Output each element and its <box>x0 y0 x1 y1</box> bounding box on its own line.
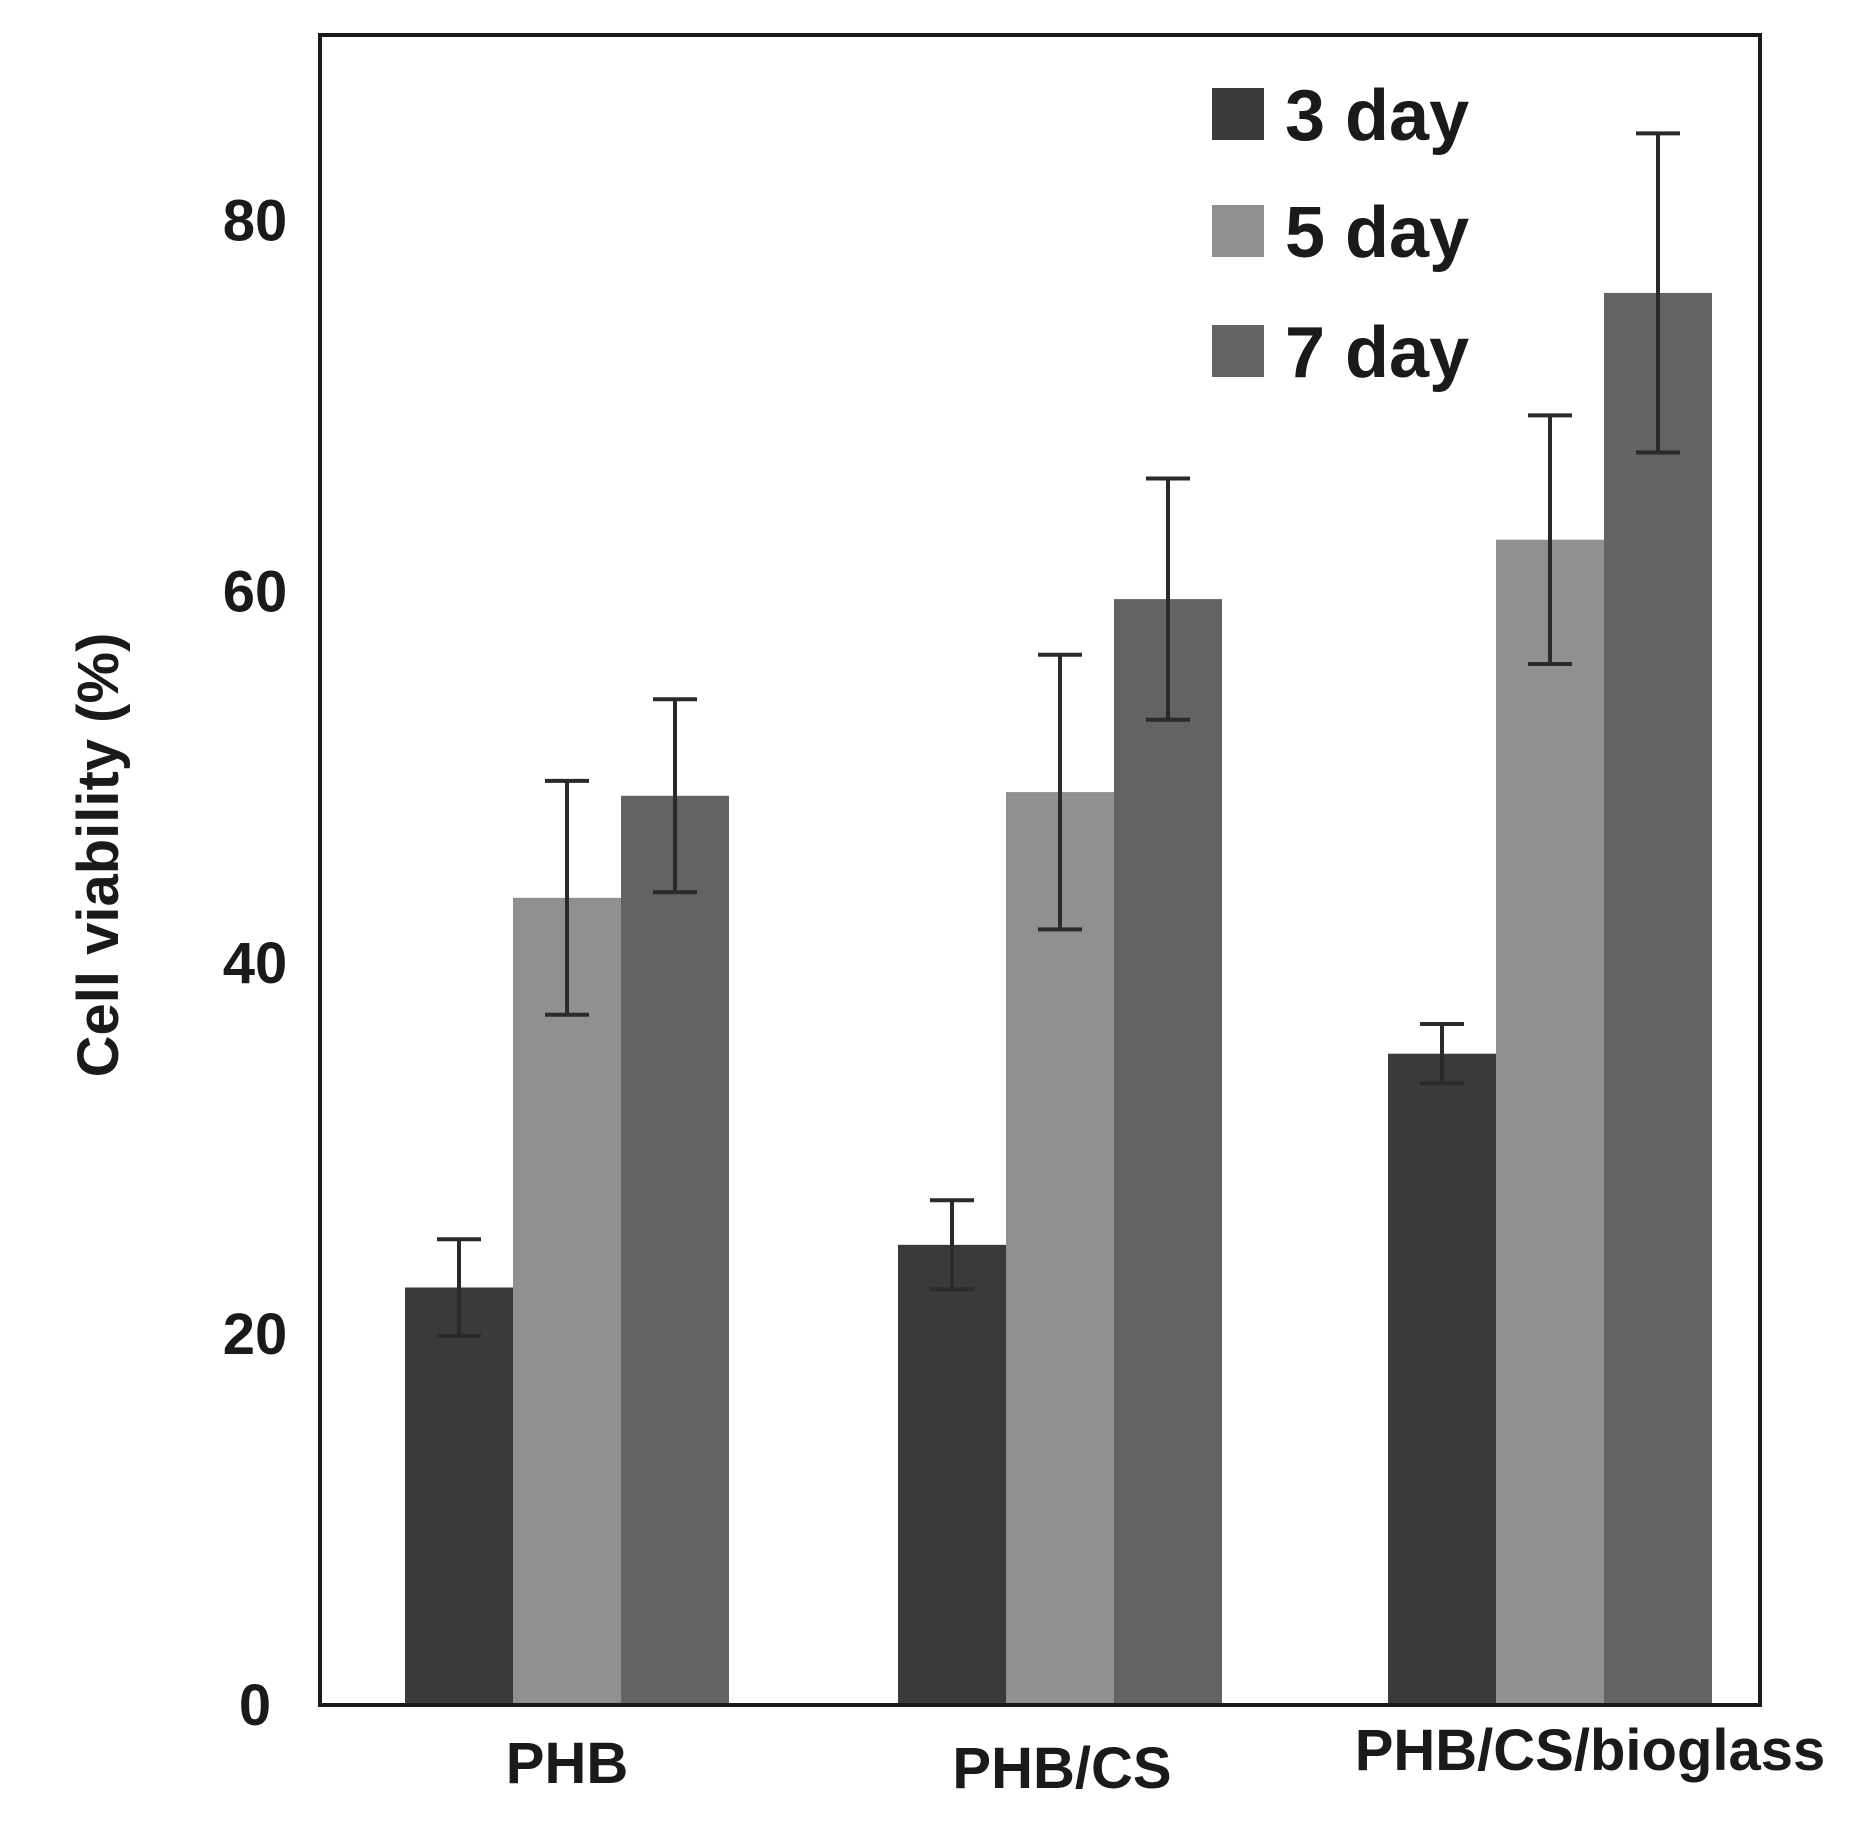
bars-layer <box>405 292 1712 1705</box>
y-tick-label: 40 <box>223 931 288 996</box>
legend-item-7-day: 7 day <box>1212 313 1469 393</box>
y-axis-ticks: 0 20 40 60 80 <box>223 189 288 1738</box>
error-bar-5-day-PHB <box>545 778 589 1017</box>
x-category-label: PHB <box>506 1731 628 1796</box>
bar-5-day-PHB <box>513 897 621 1705</box>
legend-label: 7 day <box>1285 313 1469 393</box>
y-axis-title: Cell viability (%) <box>66 633 131 1078</box>
bar-3-day-PHB <box>405 1287 513 1705</box>
legend-label: 5 day <box>1285 193 1469 273</box>
x-axis-categories: PHB PHB/CS PHB/CS/bioglass <box>506 1718 1826 1801</box>
error-bar-7-day-PHB-CS <box>1146 476 1190 722</box>
legend-swatch <box>1212 205 1264 257</box>
error-bars-layer <box>437 131 1680 1338</box>
legend-item-5-day: 5 day <box>1212 193 1469 273</box>
legend-swatch <box>1212 325 1264 377</box>
bar-7-day-PHB-CS-bioglass <box>1604 292 1712 1705</box>
y-tick-label: 80 <box>223 189 288 254</box>
y-tick-label: 20 <box>223 1302 288 1367</box>
bar-3-day-PHB-CS-bioglass <box>1388 1053 1496 1705</box>
y-tick-label: 0 <box>239 1673 271 1738</box>
bar-7-day-PHB-CS <box>1114 599 1222 1705</box>
legend-label: 3 day <box>1285 76 1469 156</box>
error-bar-5-day-PHB-CS <box>1038 652 1082 932</box>
error-bar-7-day-PHB <box>653 697 697 895</box>
legend-swatch <box>1212 88 1264 140</box>
error-bar-5-day-PHB-CS-bioglass <box>1528 413 1572 667</box>
bar-7-day-PHB <box>621 795 729 1705</box>
plot-frame <box>318 33 1762 1707</box>
bar-5-day-PHB-CS-bioglass <box>1496 539 1604 1705</box>
error-bar-3-day-PHB <box>437 1237 481 1338</box>
legend-item-3-day: 3 day <box>1212 76 1469 156</box>
x-category-label: PHB/CS <box>952 1736 1171 1801</box>
error-bar-7-day-PHB-CS-bioglass <box>1636 131 1680 455</box>
x-category-label: PHB/CS/bioglass <box>1355 1718 1826 1783</box>
bar-3-day-PHB-CS <box>898 1244 1006 1705</box>
error-bar-3-day-PHB-CS-bioglass <box>1420 1022 1464 1086</box>
bar-5-day-PHB-CS <box>1006 792 1114 1705</box>
y-tick-label: 60 <box>223 560 288 625</box>
error-bar-3-day-PHB-CS <box>930 1198 974 1292</box>
legend: 3 day 5 day 7 day <box>1212 76 1469 393</box>
